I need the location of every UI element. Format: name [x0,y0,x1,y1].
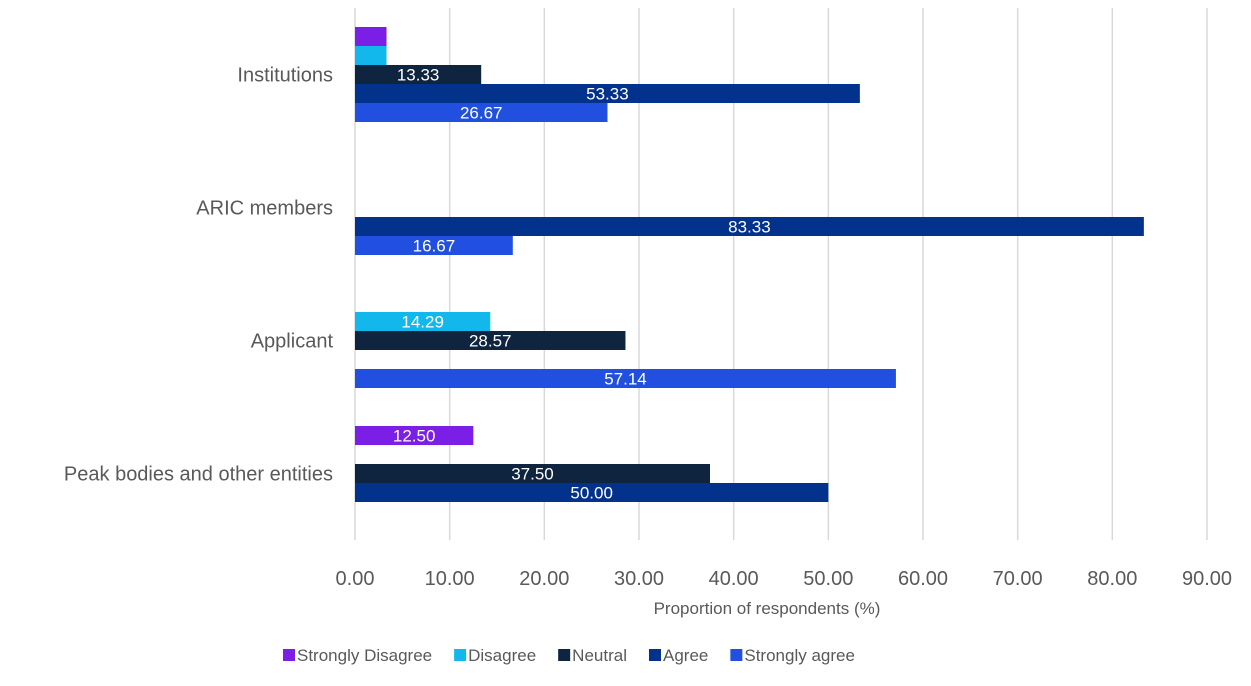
data-label: 37.50 [511,465,554,484]
bar [355,312,491,331]
x-tick-label: 20.00 [519,568,569,590]
x-tick-label: 30.00 [614,568,664,590]
bar [355,27,387,46]
bar [355,236,513,255]
data-label: 13.33 [397,66,440,85]
x-tick-label: 0.00 [336,568,375,590]
bars [355,27,1144,502]
legend-swatch [558,649,571,661]
legend-label: Disagree [468,646,536,665]
legend-label: Neutral [572,646,627,665]
legend-swatch [648,649,661,661]
category-label: Peak bodies and other entities [64,464,333,486]
bar [355,46,387,65]
data-label: 12.50 [393,427,436,446]
data-label: 16.67 [413,237,456,256]
data-label: 83.33 [728,218,771,237]
bar [355,103,608,122]
category-label: Applicant [251,331,334,353]
bar [355,483,829,502]
bar [355,369,896,388]
x-tick-label: 50.00 [803,568,853,590]
bar [355,65,482,84]
data-label: 28.57 [469,332,512,351]
bar [355,464,710,483]
x-tick-label: 90.00 [1182,568,1232,590]
data-label: 57.14 [604,370,647,389]
x-tick-label: 10.00 [425,568,475,590]
data-labels: 13.33 53.33 26.67 83.33 16.67 14.29 28.57 57.14… [393,66,771,503]
data-label: 26.67 [460,104,503,123]
bar [355,426,474,445]
bar [355,331,626,350]
data-label: 53.33 [586,85,629,104]
data-label: 50.00 [570,484,613,503]
bar [355,217,1144,236]
x-tick-label: 40.00 [709,568,759,590]
x-tick-label: 60.00 [898,568,948,590]
legend-swatch [730,649,743,661]
x-tick-label: 70.00 [993,568,1043,590]
category-labels: Institutions ARIC members Applicant Peak bo… [64,65,334,486]
legend-swatch [283,649,295,661]
x-axis-title: Proportion of respondents (%) [654,599,881,618]
legend-label: Strongly Disagree [297,646,432,665]
legend: Strongly Disagree Disagree Neutral Agree Str… [283,646,855,665]
x-tick-labels: 0.00 10.00 20.00 30.00 40.00 50.00 60.00 70.00 8… [336,568,1233,590]
category-label: Institutions [237,65,333,87]
data-label: 14.29 [401,313,444,332]
legend-label: Strongly agree [744,646,855,665]
bar [355,84,860,103]
legend-swatch [454,649,467,661]
x-tick-label: 80.00 [1087,568,1137,590]
legend-label: Agree [663,646,708,665]
category-label: ARIC members [196,198,333,220]
